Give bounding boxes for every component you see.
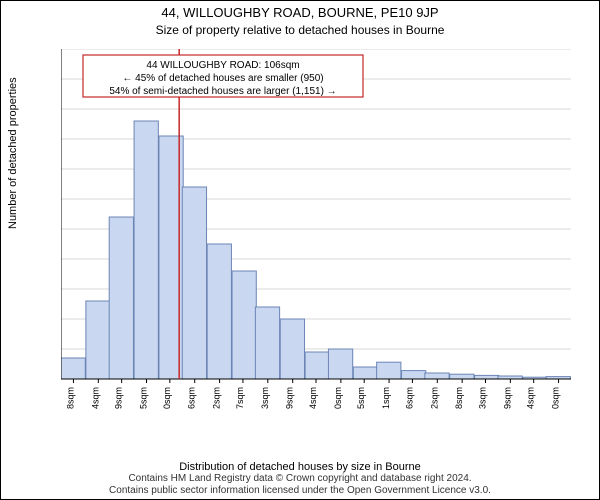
x-tick-label: 194sqm — [308, 387, 318, 409]
chart-svg: 05010015020025030035040045050055038sqm54… — [61, 49, 571, 409]
histogram-bar — [134, 121, 158, 379]
histogram-bar — [353, 367, 377, 379]
x-tick-label: 225sqm — [356, 387, 366, 409]
histogram-bar — [255, 307, 279, 379]
histogram-bar — [109, 217, 133, 379]
x-axis-label: Distribution of detached houses by size … — [1, 461, 599, 473]
x-tick-label: 350sqm — [551, 387, 561, 409]
x-tick-label: 210sqm — [333, 387, 343, 409]
credit-block: Contains HM Land Registry data © Crown c… — [1, 473, 599, 497]
x-tick-label: 163sqm — [260, 387, 270, 409]
x-tick-label: 38sqm — [65, 387, 75, 409]
x-tick-label: 241sqm — [381, 387, 391, 409]
x-tick-label: 116sqm — [187, 387, 197, 409]
y-axis-label: Number of detached properties — [7, 77, 19, 229]
histogram-bar — [86, 301, 110, 379]
x-tick-label: 100sqm — [162, 387, 172, 409]
x-tick-label: 288sqm — [454, 387, 464, 409]
x-tick-label: 132sqm — [212, 387, 222, 409]
x-tick-label: 303sqm — [477, 387, 487, 409]
x-tick-label: 179sqm — [285, 387, 295, 409]
credit-line-2: Contains public sector information licen… — [1, 485, 599, 497]
histogram-bar — [450, 374, 474, 379]
x-tick-label: 69sqm — [114, 387, 124, 409]
x-tick-label: 319sqm — [502, 387, 512, 409]
histogram-bar — [305, 352, 329, 379]
annotation-line-2: ← 45% of detached houses are smaller (95… — [122, 73, 323, 84]
histogram-bar — [425, 373, 449, 379]
chart-subtitle: Size of property relative to detached ho… — [1, 23, 599, 37]
x-tick-label: 334sqm — [526, 387, 536, 409]
x-tick-label: 147sqm — [235, 387, 245, 409]
histogram-bar — [207, 244, 231, 379]
histogram-bar — [232, 271, 256, 379]
plot-area: 05010015020025030035040045050055038sqm54… — [61, 49, 571, 409]
x-tick-label: 256sqm — [404, 387, 414, 409]
credit-line-1: Contains HM Land Registry data © Crown c… — [1, 473, 599, 485]
x-tick-label: 85sqm — [139, 387, 149, 409]
histogram-bar — [182, 187, 206, 379]
annotation-line-3: 54% of semi-detached houses are larger (… — [109, 86, 336, 97]
histogram-bar — [280, 319, 304, 379]
figure-frame: 44, WILLOUGHBY ROAD, BOURNE, PE10 9JP Si… — [0, 0, 600, 500]
histogram-bar — [475, 375, 499, 379]
histogram-bar — [61, 358, 85, 379]
x-tick-label: 272sqm — [429, 387, 439, 409]
histogram-bar — [377, 362, 401, 379]
histogram-bar — [328, 349, 352, 379]
histogram-bar — [402, 371, 426, 379]
chart-title: 44, WILLOUGHBY ROAD, BOURNE, PE10 9JP — [1, 5, 599, 20]
annotation-line-1: 44 WILLOUGHBY ROAD: 106sqm — [146, 60, 299, 71]
x-tick-label: 54sqm — [90, 387, 100, 409]
